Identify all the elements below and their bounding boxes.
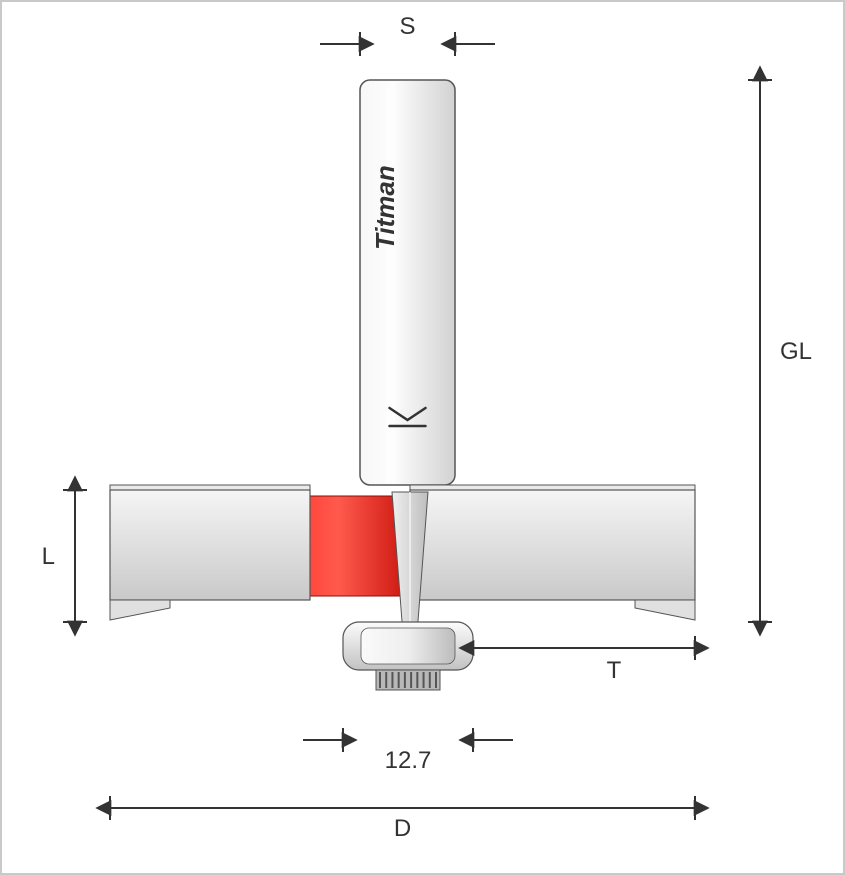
dim-127-label: 12.7 [385,747,432,774]
dim-s-label: S [399,13,415,40]
dim-d-label: D [394,815,411,842]
cutter-body [110,490,310,600]
dim-l-label: L [42,543,55,570]
carbide-tip [110,600,170,620]
bearing-inner [361,628,455,664]
brand-text: Titman [370,165,400,250]
cutter-body [410,490,695,600]
carbide-tip [635,600,695,620]
shank [360,80,455,485]
dim-t-label: T [607,657,622,684]
dim-gl-label: GL [780,338,812,365]
